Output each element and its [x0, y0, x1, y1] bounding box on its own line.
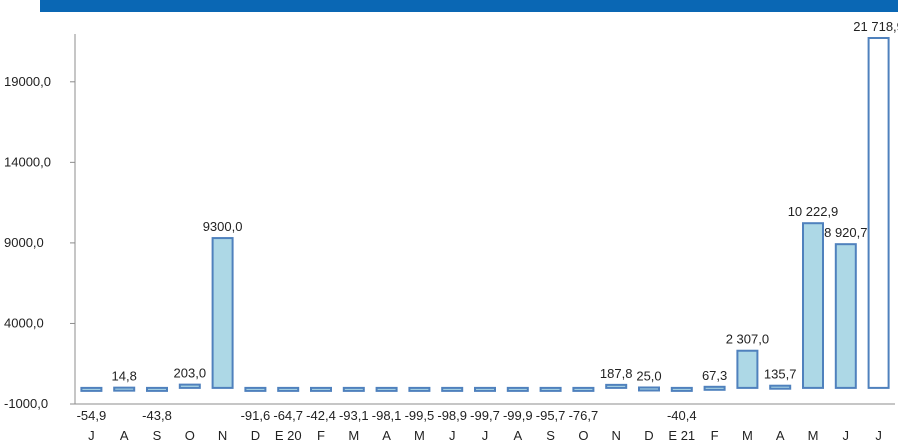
bar — [736, 349, 759, 389]
bar — [244, 386, 267, 392]
bar — [146, 386, 168, 392]
x-tick-label: M — [348, 428, 359, 443]
x-tick-label: A — [513, 428, 522, 443]
bar — [867, 37, 890, 389]
x-tick-label: J — [449, 428, 456, 443]
x-tick-label: M — [742, 428, 753, 443]
x-tick-label: F — [711, 428, 719, 443]
bar — [506, 386, 529, 392]
x-tick-label: N — [218, 428, 227, 443]
data-label: 2 307,0 — [726, 332, 769, 347]
bar — [441, 386, 464, 392]
bar — [605, 383, 628, 389]
x-tick-label: F — [317, 428, 325, 443]
x-tick-label: A — [382, 428, 391, 443]
data-label: -54,9 — [77, 408, 107, 423]
bar — [277, 386, 300, 392]
data-label: -91,6 — [241, 408, 271, 423]
data-label: 14,8 — [112, 369, 137, 384]
data-label: -42,4 — [306, 408, 336, 423]
bar — [80, 386, 103, 392]
data-label: 187,8 — [600, 366, 633, 381]
data-labels-group: -54,9 14,8 -43,8 203,0 9300,0 -91,6 -64,7 -42,4… — [77, 19, 898, 423]
x-tick-label: O — [185, 428, 195, 443]
data-label: -98,9 — [437, 408, 467, 423]
header-band — [40, 0, 898, 12]
bars-group — [80, 37, 890, 392]
data-label: 203,0 — [174, 366, 207, 381]
bar — [342, 386, 365, 392]
x-tick-label: E 21 — [668, 428, 695, 443]
data-label: -40,4 — [667, 408, 697, 423]
bar — [638, 386, 660, 392]
data-label: 25,0 — [636, 368, 661, 383]
bar — [178, 383, 201, 389]
bar — [834, 243, 857, 389]
bar — [703, 385, 726, 391]
bar — [539, 386, 562, 392]
y-tick-label: 9000,0 — [4, 235, 44, 250]
bar — [670, 386, 693, 392]
data-label: -93,1 — [339, 408, 369, 423]
x-tick-label: E 20 — [275, 428, 302, 443]
y-tick-label: 4000,0 — [4, 315, 44, 330]
data-label: -64,7 — [273, 408, 303, 423]
bar — [375, 386, 398, 392]
x-tick-label: D — [251, 428, 260, 443]
x-tick-label: S — [546, 428, 555, 443]
data-label: -99,9 — [503, 408, 533, 423]
bar — [474, 386, 496, 392]
data-label: -99,7 — [470, 408, 500, 423]
x-tick-label: A — [120, 428, 129, 443]
y-tick-label: 19000,0 — [4, 74, 51, 89]
data-label: 8 920,7 — [824, 225, 867, 240]
x-tick-label: S — [153, 428, 162, 443]
y-tick-label: 14000,0 — [4, 154, 51, 169]
bar — [572, 386, 595, 392]
bar — [310, 386, 332, 392]
data-label: 135,7 — [764, 367, 797, 382]
y-axis-ticks: -1000,0 4000,0 9000,0 14000,0 19000,0 — [4, 74, 75, 411]
data-label: -43,8 — [142, 408, 172, 423]
data-label: 21 718,9 — [853, 19, 898, 34]
x-tick-label: N — [612, 428, 621, 443]
x-axis-labels: J A S O N D E 20 F M A M J J A S O N D E 21 F M A M J J — [88, 428, 882, 443]
x-tick-label: J — [843, 428, 850, 443]
y-tick-label: -1000,0 — [4, 396, 48, 411]
x-tick-label: M — [414, 428, 425, 443]
x-tick-label: O — [578, 428, 588, 443]
x-tick-label: M — [808, 428, 819, 443]
x-tick-label: J — [875, 428, 882, 443]
data-label: -76,7 — [569, 408, 599, 423]
x-tick-label: A — [776, 428, 785, 443]
data-label: 10 222,9 — [788, 204, 839, 219]
bar — [769, 384, 792, 390]
data-label: 9300,0 — [203, 219, 243, 234]
data-label: -99,5 — [405, 408, 435, 423]
x-tick-label: D — [644, 428, 653, 443]
x-tick-label: J — [88, 428, 95, 443]
x-tick-label: J — [482, 428, 489, 443]
data-label: 67,3 — [702, 368, 727, 383]
bar — [408, 386, 431, 392]
bar — [802, 222, 824, 389]
bar — [211, 237, 234, 389]
bar — [113, 386, 136, 392]
data-label: -95,7 — [536, 408, 566, 423]
data-label: -98,1 — [372, 408, 402, 423]
